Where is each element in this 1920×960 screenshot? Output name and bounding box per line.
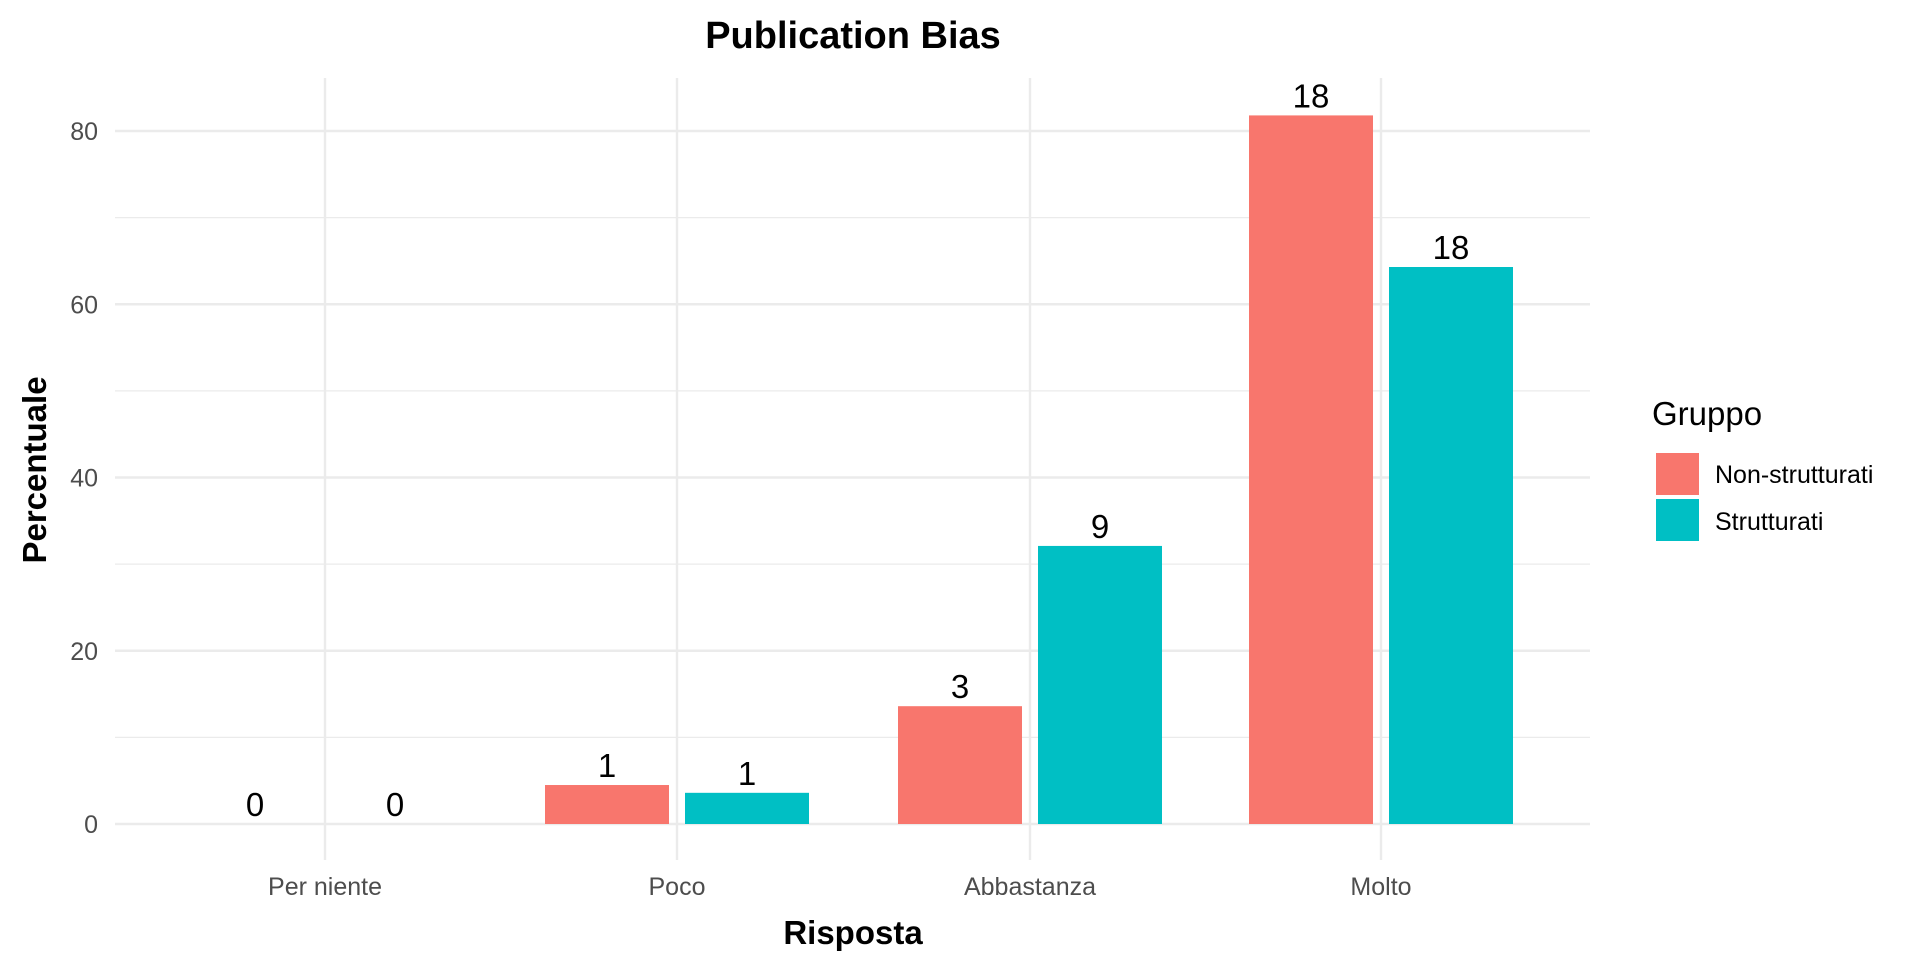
legend-label-strutturati: Strutturati <box>1715 508 1823 536</box>
legend-title: Gruppo <box>1652 395 1762 432</box>
bar-non-strutturati-poco <box>545 785 669 824</box>
y-axis-title: Percentuale <box>16 376 53 563</box>
data-label-strutturati-molto: 18 <box>1433 229 1470 266</box>
x-tick-label-per-niente: Per niente <box>268 873 382 901</box>
y-tick-label: 80 <box>70 118 98 146</box>
grid-lines <box>115 78 1590 860</box>
chart-title: Publication Bias <box>705 15 1001 57</box>
data-label-non-strutturati-abbastanza: 3 <box>951 668 969 705</box>
x-tick-labels: Per niente Poco Abbastanza Molto <box>268 873 1412 901</box>
legend-swatch-non-strutturati <box>1656 453 1699 495</box>
x-axis-title: Risposta <box>783 914 923 951</box>
y-tick-label: 0 <box>84 811 98 839</box>
bars <box>545 115 1513 825</box>
data-label-strutturati-poco: 1 <box>738 755 756 792</box>
data-label-non-strutturati-molto: 18 <box>1293 77 1330 114</box>
legend: Gruppo Non-strutturati Strutturati <box>1652 395 1873 541</box>
y-tick-labels: 0 20 40 60 80 <box>70 118 98 839</box>
data-label-non-strutturati-per-niente: 0 <box>246 786 264 823</box>
bar-strutturati-poco <box>685 792 809 824</box>
x-tick-label-molto: Molto <box>1350 873 1411 901</box>
y-tick-label: 20 <box>70 638 98 666</box>
x-tick-label-poco: Poco <box>649 873 706 901</box>
y-tick-label: 60 <box>70 291 98 319</box>
bar-non-strutturati-abbastanza <box>898 706 1022 824</box>
bar-strutturati-molto <box>1389 267 1513 825</box>
data-label-non-strutturati-poco: 1 <box>598 747 616 784</box>
legend-label-non-strutturati: Non-strutturati <box>1715 461 1873 489</box>
bar-strutturati-abbastanza <box>1038 545 1162 824</box>
bar-non-strutturati-molto <box>1249 115 1373 825</box>
data-label-strutturati-per-niente: 0 <box>386 786 404 823</box>
data-labels: 0 1 3 18 0 1 9 18 <box>246 77 1470 823</box>
x-tick-label-abbastanza: Abbastanza <box>964 873 1096 901</box>
data-label-strutturati-abbastanza: 9 <box>1091 508 1109 545</box>
y-tick-label: 40 <box>70 465 98 493</box>
legend-swatch-strutturati <box>1656 499 1699 541</box>
